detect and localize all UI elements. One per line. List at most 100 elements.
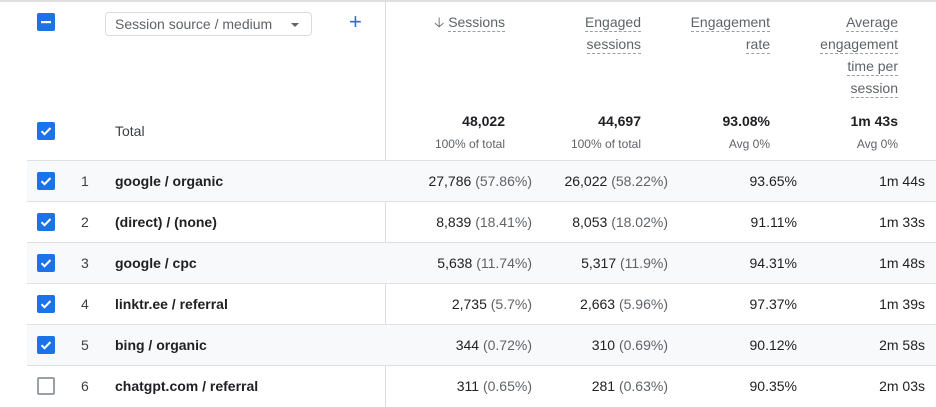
engagement-rate-cell: 93.65% [749, 173, 797, 189]
engaged-pct: (18.02%) [611, 214, 668, 230]
row-checkbox[interactable] [37, 377, 55, 395]
checkmark-icon [40, 177, 52, 186]
sessions-pct: (5.7%) [490, 296, 532, 312]
sort-arrow-down-icon: 🡣 [434, 14, 445, 30]
engaged-value: 26,022 [564, 173, 608, 189]
row-number: 3 [81, 255, 89, 271]
header-label: Engaged [584, 14, 641, 32]
engaged-value: 310 [591, 337, 616, 353]
sessions-value: 5,638 [437, 255, 473, 271]
sessions-cell: 5,638 (11.74%) [437, 255, 532, 271]
sessions-cell: 27,786 (57.86%) [428, 173, 532, 189]
engaged-pct: (5.96%) [618, 296, 668, 312]
avg-time-cell: 1m 39s [879, 296, 925, 312]
row-dimension: bing / organic [115, 337, 207, 353]
sessions-pct: (0.65%) [482, 378, 532, 394]
sessions-pct: (18.41%) [475, 214, 532, 230]
avg-time-cell: 1m 48s [879, 255, 925, 271]
row-checkbox[interactable] [37, 254, 55, 272]
sessions-pct: (57.86%) [475, 173, 532, 189]
avg-time-cell: 1m 44s [879, 173, 925, 189]
total-time-sub: Avg 0% [856, 137, 898, 151]
engaged-pct: (0.69%) [618, 337, 668, 353]
sessions-cell: 311 (0.65%) [457, 378, 532, 394]
header-label: session [850, 80, 898, 98]
dimension-select-label: Session source / medium [115, 16, 273, 32]
row-checkbox[interactable] [37, 172, 55, 190]
row-dimension: (direct) / (none) [115, 214, 217, 230]
header-label: Engagement [690, 14, 770, 32]
row-number: 2 [81, 214, 89, 230]
avg-time-cell: 2m 58s [879, 337, 925, 353]
select-all-checkbox[interactable] [37, 13, 55, 31]
sessions-value: 8,839 [436, 214, 472, 230]
header-label: time per [847, 58, 898, 76]
sessions-cell: 344 (0.72%) [456, 337, 532, 353]
total-label: Total [115, 123, 145, 139]
column-header-engaged-sessions[interactable]: Engaged sessions [584, 12, 641, 56]
engagement-rate-cell: 94.31% [749, 255, 797, 271]
checkmark-icon [40, 259, 52, 268]
total-checkbox[interactable] [37, 122, 55, 140]
row-checkbox[interactable] [37, 295, 55, 313]
indeterminate-icon [41, 21, 51, 24]
column-header-engagement-rate[interactable]: Engagement rate [690, 12, 770, 56]
header-label: sessions [586, 36, 641, 54]
table-row: 1 google / organic 27,786 (57.86%) 26,02… [27, 160, 936, 201]
engaged-cell: 310 (0.69%) [592, 337, 668, 353]
checkmark-icon [40, 300, 52, 309]
row-checkbox[interactable] [37, 213, 55, 231]
engaged-pct: (0.63%) [618, 378, 668, 394]
checkmark-icon [40, 127, 52, 136]
sessions-pct: (11.74%) [476, 255, 532, 271]
header-label: rate [745, 36, 770, 54]
engaged-pct: (11.9%) [620, 255, 668, 271]
row-number: 4 [81, 296, 89, 312]
total-avg-time: 1m 43s [850, 113, 898, 129]
engaged-value: 8,053 [572, 214, 608, 230]
checkmark-icon [40, 218, 52, 227]
total-sessions: 48,022 [462, 113, 505, 129]
column-header-avg-engagement-time[interactable]: Average engagement time per session [820, 12, 898, 100]
row-number: 6 [81, 378, 89, 394]
checkmark-icon [40, 341, 52, 350]
dropdown-caret-icon [291, 23, 299, 27]
sessions-value: 344 [455, 337, 480, 353]
engaged-cell: 5,317 (11.9%) [581, 255, 668, 271]
engagement-rate-cell: 97.37% [749, 296, 797, 312]
header-label: Average [846, 14, 898, 32]
engaged-cell: 8,053 (18.02%) [572, 214, 668, 230]
table-row: 6 chatgpt.com / referral 311 (0.65%) 281… [27, 365, 936, 406]
row-checkbox[interactable] [37, 336, 55, 354]
column-header-sessions[interactable]: 🡣 Sessions [434, 12, 505, 34]
engagement-rate-cell: 90.12% [749, 337, 797, 353]
sessions-cell: 8,839 (18.41%) [436, 214, 532, 230]
table-row: 2 (direct) / (none) 8,839 (18.41%) 8,053… [27, 201, 936, 242]
add-dimension-button[interactable]: + [349, 9, 362, 34]
total-engaged-sessions: 44,697 [598, 113, 641, 129]
sessions-cell: 2,735 (5.7%) [452, 296, 532, 312]
sessions-value: 311 [456, 378, 480, 394]
engagement-rate-cell: 90.35% [749, 378, 797, 394]
column-divider [385, 0, 386, 407]
dimension-select[interactable]: Session source / medium [105, 12, 312, 36]
row-dimension: google / cpc [115, 255, 197, 271]
avg-time-cell: 2m 03s [879, 378, 925, 394]
sessions-pct: (0.72%) [482, 337, 532, 353]
total-rate-sub: Avg 0% [728, 137, 770, 151]
row-number: 1 [81, 173, 89, 189]
header-label: Sessions [448, 14, 505, 32]
table-row: 5 bing / organic 344 (0.72%) 310 (0.69%)… [27, 324, 936, 365]
total-engaged-sub: 100% of total [570, 137, 641, 151]
row-dimension: google / organic [115, 173, 224, 189]
header-label: engagement [820, 36, 898, 54]
engagement-rate-cell: 91.11% [750, 214, 797, 230]
total-sessions-sub: 100% of total [434, 137, 505, 151]
engaged-cell: 281 (0.63%) [592, 378, 668, 394]
engaged-cell: 2,663 (5.96%) [580, 296, 668, 312]
engaged-value: 281 [591, 378, 616, 394]
row-number: 5 [81, 337, 89, 353]
row-dimension: linktr.ee / referral [115, 296, 228, 312]
row-dimension: chatgpt.com / referral [115, 378, 259, 394]
engaged-value: 2,663 [580, 296, 616, 312]
